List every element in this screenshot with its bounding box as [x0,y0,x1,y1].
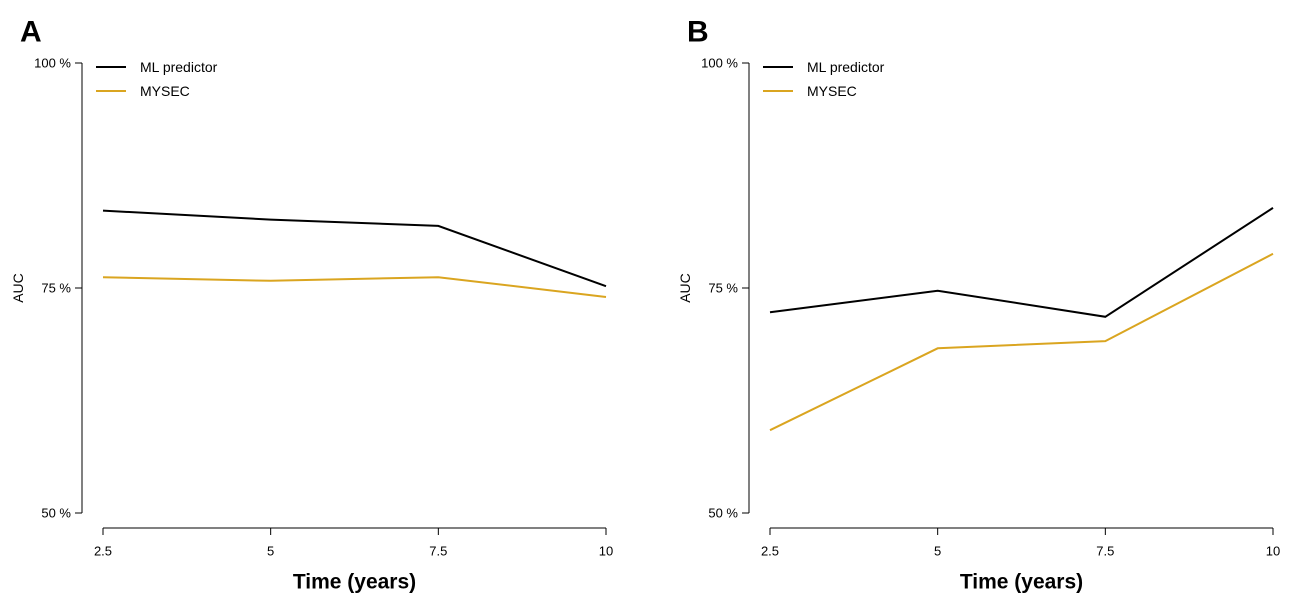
y-axis-title: AUC [677,273,693,303]
y-tick-label: 75 % [41,281,71,296]
legend-label: ML predictor [140,59,218,75]
y-axis-title: AUC [10,273,26,303]
x-tick-label: 2.5 [94,544,112,559]
y-tick-label: 100 % [34,56,71,71]
y-tick-label: 50 % [708,506,738,521]
chart-panel-b: B 50 % 75 % 100 % AUC 2.5 5 7.5 10 Time (years) ML… [677,16,1280,594]
series-line-mysec [102,276,607,298]
x-axis-title: Time (years) [293,571,416,594]
legend-label: ML predictor [807,59,885,75]
panel-label: A [20,16,42,49]
x-tick-label: 5 [934,544,941,559]
legend-label: MYSEC [807,83,857,99]
series-line-ml-predictor [102,209,607,288]
x-tick-label: 2.5 [761,544,779,559]
x-tick-label: 7.5 [1096,544,1114,559]
y-tick-label: 75 % [708,281,738,296]
x-tick-label: 5 [267,544,274,559]
panel-label: B [687,16,709,49]
chart-panel-a: A 50 % 75 % 100 % AUC 2.5 5 7.5 10 Time (years) ML… [10,16,613,594]
y-tick-label: 100 % [701,56,738,71]
x-tick-label: 10 [599,544,613,559]
x-tick-label: 7.5 [429,544,447,559]
legend-label: MYSEC [140,83,190,99]
x-axis-title: Time (years) [960,571,1083,594]
series-line-ml-predictor [769,207,1274,318]
y-tick-label: 50 % [41,506,71,521]
x-tick-label: 10 [1266,544,1280,559]
series-line-mysec [769,252,1274,432]
